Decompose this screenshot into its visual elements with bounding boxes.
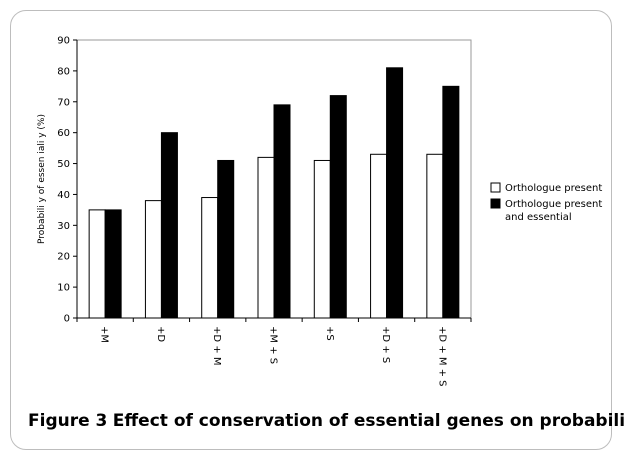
x-tick-label: +D + M + S: [436, 326, 447, 387]
legend-label-essential-line1: Orthologue present: [505, 199, 602, 210]
figure-caption: Figure 3 Effect of conservation of essen…: [28, 411, 624, 431]
x-tick-label: +M + S: [268, 326, 279, 364]
legend: Orthologue present Orthologue present an…: [490, 182, 602, 223]
caption-text: Effect of conservation of essential gene…: [112, 411, 624, 431]
bar-orthologue-present: [370, 153, 388, 319]
bar-chart: 0 10 20 30 40 50 60 70 80 90 +M +D +D + M +M + S +S +D…: [37, 36, 602, 387]
bar-orthologue-essential: [217, 159, 235, 319]
y-tick-label: 90: [57, 36, 70, 47]
x-tick-label: +D + S: [380, 326, 391, 363]
caption-prefix: Figure 3: [28, 411, 108, 431]
bar-orthologue-present: [257, 156, 275, 319]
y-tick-label: 60: [57, 128, 70, 139]
legend-swatch-essential: [490, 198, 501, 209]
y-tick-label: 0: [64, 314, 70, 325]
legend-label-essential-line2: and essential: [505, 212, 572, 223]
y-tick-label: 10: [57, 283, 70, 294]
y-axis-label: Probabili y of essen iali y (%): [37, 114, 47, 244]
bar-orthologue-essential: [386, 67, 404, 319]
bar-orthologue-present: [201, 197, 219, 319]
bar-orthologue-essential: [329, 95, 347, 319]
bar-orthologue-present: [88, 209, 106, 319]
bar-orthologue-present: [313, 159, 331, 319]
bar-orthologue-essential: [273, 104, 291, 319]
x-tick-label: +M: [99, 326, 110, 343]
bar-orthologue-essential: [160, 132, 178, 319]
y-tick-label: 80: [57, 66, 70, 77]
legend-swatch-present: [490, 182, 501, 193]
x-tick-label: +D + M: [211, 326, 222, 365]
y-tick-label: 40: [57, 190, 70, 201]
x-tick-label: +D: [155, 326, 166, 342]
y-tick-label: 70: [57, 97, 70, 108]
y-tick-label: 20: [57, 252, 70, 263]
bar-orthologue-present: [144, 200, 162, 319]
bar-orthologue-essential: [104, 209, 122, 319]
bar-orthologue-essential: [442, 85, 460, 319]
bar-orthologue-present: [426, 153, 444, 319]
legend-label-present: Orthologue present: [505, 183, 602, 194]
x-tick-label: +S: [324, 326, 335, 341]
y-tick-label: 50: [57, 159, 70, 170]
y-tick-label: 30: [57, 221, 70, 232]
